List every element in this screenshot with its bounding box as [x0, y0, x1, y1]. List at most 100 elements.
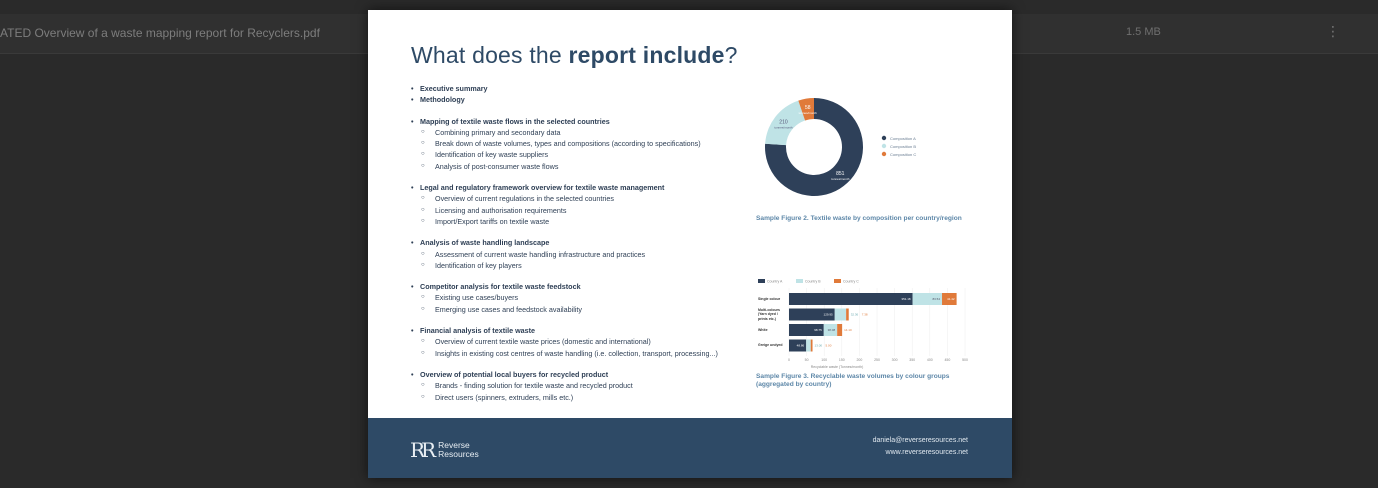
bar-segment	[789, 308, 835, 321]
slice-unit: tonnes/month	[774, 126, 793, 130]
list-heading: Executive summary	[411, 83, 718, 95]
x-axis-label: Recyclable waste (Tonnes/month)	[811, 365, 864, 369]
list-heading: Methodology	[411, 94, 718, 106]
list-heading: Financial analysis of textile waste	[411, 325, 718, 337]
list-group: Financial analysis of textile wasteOverv…	[411, 325, 718, 360]
list-subitem: Break down of waste volumes, types and c…	[420, 138, 718, 150]
bar-value-label: 5.00	[826, 344, 832, 348]
bar-segment	[837, 324, 843, 336]
legend-swatch	[881, 143, 887, 149]
legend-label: Composition C	[890, 152, 916, 157]
list-heading: Analysis of waste handling landscape	[411, 237, 718, 249]
slice-value: 210	[779, 120, 788, 126]
donut-slice	[765, 98, 863, 196]
x-tick-label: 0	[788, 358, 790, 362]
list-subitem: Identification of key waste suppliers	[420, 149, 718, 161]
file-size: 1.5 MB	[1126, 26, 1161, 38]
list-group: Overview of potential local buyers for r…	[411, 369, 718, 404]
slide-footer: RR Reverse Resources daniela@reverseresou…	[368, 418, 1012, 478]
contact-website: www.reverseresources.net	[885, 449, 968, 456]
list-heading: Legal and regulatory framework overview …	[411, 182, 718, 194]
x-tick-label: 300	[892, 358, 898, 362]
bar-segment	[789, 339, 807, 352]
x-tick-label: 200	[856, 358, 862, 362]
list-subitem: Existing use cases/buyers	[420, 292, 718, 304]
bar-chart: 0 50 100 150 200 250 300 350 400 450 500 Recyclable…	[758, 279, 968, 369]
bar-chart-wrapper: 0 50 100 150 200 250 300 350 400 450 500 Recyclable…	[750, 260, 970, 372]
figure-3-caption: Sample Figure 3. Recyclable waste volume…	[756, 373, 950, 388]
list-heading: Mapping of textile waste flows in the se…	[411, 116, 718, 128]
logo-mark: RR	[410, 438, 436, 462]
list-subitem: Identification of key players	[420, 260, 718, 272]
legend-label: Country A	[767, 280, 783, 284]
list-group: Analysis of waste handling landscapeAsse…	[411, 237, 718, 272]
bar-value-label: 14.10	[844, 328, 852, 332]
figure-2-caption: Sample Figure 2. Textile waste by compos…	[756, 215, 962, 222]
bar-value-label: 129.95	[824, 313, 834, 317]
bar-segment	[834, 308, 847, 321]
list-group: Competitor analysis for textile waste fe…	[411, 281, 718, 316]
category-label: Single colour	[758, 296, 781, 301]
legend-swatch	[881, 135, 887, 141]
legend-swatch	[796, 279, 803, 283]
legend-label: Country C	[843, 280, 859, 284]
list-subitem: Insights in existing cost centres of was…	[420, 348, 718, 360]
bar-value-label: 98.75	[814, 328, 822, 332]
bar-segment	[942, 293, 957, 305]
pdf-page-preview: What does the report include? Executive …	[368, 10, 1012, 478]
category-label: Multi-colours (Yarn dyed / prints etc.)	[758, 308, 780, 321]
slice-value: 851	[836, 171, 845, 177]
list-subitem: Combining primary and secondary data	[420, 127, 718, 139]
bar-value-label: 83.54	[933, 297, 941, 301]
list-subitem: Overview of current textile waste prices…	[420, 336, 718, 348]
bar-segment	[846, 308, 849, 321]
bar-value-label: 13.00	[815, 344, 823, 348]
list-subitem: Analysis of post-consumer waste flows	[420, 161, 718, 173]
legend-label: Country B	[805, 280, 821, 284]
list-group: Mapping of textile waste flows in the se…	[411, 116, 718, 173]
x-tick-label: 350	[909, 358, 915, 362]
legend-swatch	[834, 279, 841, 283]
bar-segment	[789, 324, 824, 336]
list-subitem: Overview of current regulations in the s…	[420, 193, 718, 205]
list-subitem: Import/Export tariffs on textile waste	[420, 216, 718, 228]
list-subitem: Assessment of current waste handling inf…	[420, 249, 718, 261]
list-heading: Overview of potential local buyers for r…	[411, 369, 718, 381]
x-tick-label: 500	[962, 358, 968, 362]
legend-label: Composition A	[890, 136, 916, 141]
list-subitem: Emerging use cases and feedstock availab…	[420, 304, 718, 316]
bar-value-label: 32.36	[851, 313, 859, 317]
bar-value-label: 351.18	[901, 297, 911, 301]
slice-unit: tonnes/month	[799, 111, 818, 115]
legend-swatch	[758, 279, 765, 283]
bar-segment	[810, 339, 813, 352]
list-group: Executive summary	[411, 83, 718, 95]
bar-segment	[912, 293, 943, 305]
list-subitem: Brands - finding solution for textile wa…	[420, 380, 718, 392]
contents-list: Executive summaryMethodology Mapping of t…	[411, 83, 718, 413]
bar-value-label: 41.42	[947, 297, 955, 301]
bar-value-label: 38.08	[828, 328, 836, 332]
list-subitem: Direct users (spinners, extruders, mills…	[420, 392, 718, 404]
list-group: Legal and regulatory framework overview …	[411, 182, 718, 228]
category-label: Greige undyed	[758, 343, 783, 348]
donut-slice	[765, 100, 806, 146]
slice-value: 58	[805, 105, 811, 111]
list-subitem: Licensing and authorisation requirements	[420, 205, 718, 217]
file-name[interactable]: ATED Overview of a waste mapping report …	[0, 26, 320, 40]
bar-segment	[789, 293, 913, 305]
bar-segment	[806, 339, 811, 352]
x-tick-label: 100	[821, 358, 827, 362]
x-tick-label: 50	[805, 358, 809, 362]
list-group: Methodology	[411, 94, 718, 106]
bar-segment	[823, 324, 838, 336]
legend-swatch	[881, 151, 887, 157]
contact-email: daniela@reverseresources.net	[872, 437, 968, 444]
more-vert-icon[interactable]: ⋮	[1326, 24, 1340, 40]
x-tick-label: 250	[874, 358, 880, 362]
x-tick-label: 450	[944, 358, 950, 362]
donut-slice	[798, 98, 814, 121]
bar-value-label: 48.86	[797, 344, 805, 348]
category-label: White	[758, 327, 768, 332]
